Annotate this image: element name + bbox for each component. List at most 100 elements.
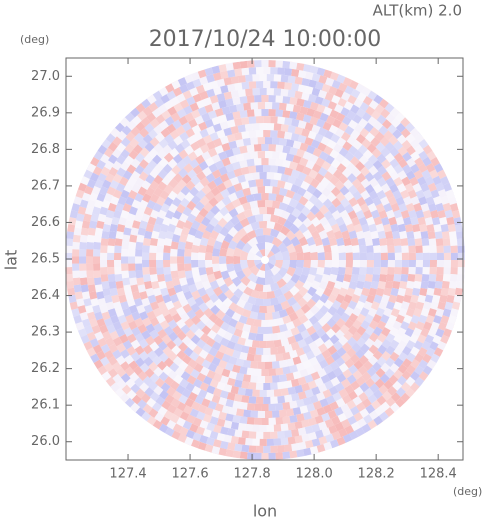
echo-cell [160, 287, 169, 297]
echo-cell [246, 109, 255, 118]
echo-cell [292, 356, 302, 365]
echo-cell [292, 456, 301, 460]
echo-cell [359, 408, 370, 418]
echo-cell [243, 60, 252, 62]
echo-cell [69, 209, 79, 219]
echo-cell [221, 353, 231, 363]
echo-cell [325, 328, 336, 339]
echo-cell [111, 294, 120, 304]
echo-cell [431, 216, 441, 226]
echo-cell [284, 430, 293, 438]
echo-cell [119, 176, 129, 187]
echo-cell [323, 210, 334, 221]
echo-cell [226, 170, 236, 180]
echo-cell [400, 273, 409, 282]
echo-cell [420, 203, 430, 212]
echo-cell [310, 371, 321, 381]
echo-cell [335, 112, 346, 123]
echo-cell [355, 209, 365, 220]
echo-cell [366, 366, 377, 377]
echo-cell [130, 170, 141, 181]
echo-cell [231, 198, 242, 209]
echo-cell [368, 177, 379, 188]
echo-cell [279, 284, 291, 295]
echo-cell [186, 200, 197, 211]
echo-cell [161, 175, 172, 186]
echo-cell [202, 343, 213, 354]
echo-cell [337, 244, 346, 254]
echo-cell [303, 174, 314, 185]
echo-cell [287, 89, 296, 98]
echo-cell [395, 314, 405, 324]
echo-cell [265, 186, 273, 194]
echo-cell [157, 340, 168, 351]
echo-cell [87, 284, 96, 293]
echo-cell [204, 353, 215, 363]
echo-cell [209, 430, 219, 440]
echo-cell [326, 229, 336, 240]
echo-cell [79, 277, 88, 286]
echo-cell [297, 212, 308, 223]
echo-cell [224, 362, 234, 372]
echo-cell [232, 414, 241, 424]
echo-cell [131, 199, 141, 209]
echo-cell [75, 321, 85, 331]
echo-cell [166, 339, 177, 350]
echo-cell [294, 420, 303, 430]
echo-cell [258, 220, 268, 229]
echo-cell [430, 156, 440, 167]
echo-cell [415, 245, 423, 254]
echo-cell [299, 353, 309, 363]
echo-cell [358, 245, 367, 254]
echo-cell [168, 306, 178, 317]
echo-cell [325, 355, 335, 366]
echo-cell [171, 277, 181, 287]
echo-cell [383, 130, 394, 141]
x-tick-label: 127.4 [109, 467, 146, 482]
echo-cell [250, 151, 259, 159]
echo-cell [146, 199, 156, 210]
echo-cell [289, 349, 298, 359]
echo-cell [212, 387, 222, 397]
echo-cell [266, 172, 275, 180]
echo-cell [79, 241, 87, 250]
echo-cell [255, 67, 264, 75]
echo-cell [270, 116, 278, 124]
echo-cell [178, 149, 189, 160]
echo-cell [451, 209, 461, 219]
echo-cell [356, 92, 367, 102]
echo-cell [124, 397, 135, 408]
echo-cell [86, 311, 96, 321]
echo-cell [210, 304, 221, 315]
echo-cell [285, 305, 295, 316]
echo-cell [371, 361, 382, 372]
echo-cell [90, 213, 99, 222]
echo-cell [107, 355, 118, 366]
echo-cell [120, 301, 130, 311]
echo-cell [207, 329, 218, 340]
echo-cell [247, 251, 256, 260]
echo-cell [200, 366, 210, 377]
echo-cell [254, 298, 264, 306]
echo-cell [310, 178, 320, 189]
echo-cell [192, 273, 202, 283]
echo-cell [141, 330, 151, 340]
echo-cell [424, 294, 434, 304]
echo-cell [185, 382, 196, 392]
echo-cell [93, 234, 102, 243]
echo-cell [135, 263, 143, 272]
echo-cell [344, 203, 354, 214]
echo-cell [233, 221, 244, 232]
echo-cell [289, 450, 298, 459]
echo-cell [135, 270, 144, 279]
echo-cell [170, 270, 179, 279]
echo-cell [345, 260, 353, 268]
echo-cell [427, 231, 436, 240]
echo-cell [301, 382, 311, 392]
echo-cell [206, 369, 216, 380]
echo-cell [282, 145, 291, 154]
echo-cell [80, 227, 89, 236]
echo-cell [104, 294, 113, 304]
echo-cell [400, 301, 410, 311]
echo-cell [157, 300, 167, 311]
